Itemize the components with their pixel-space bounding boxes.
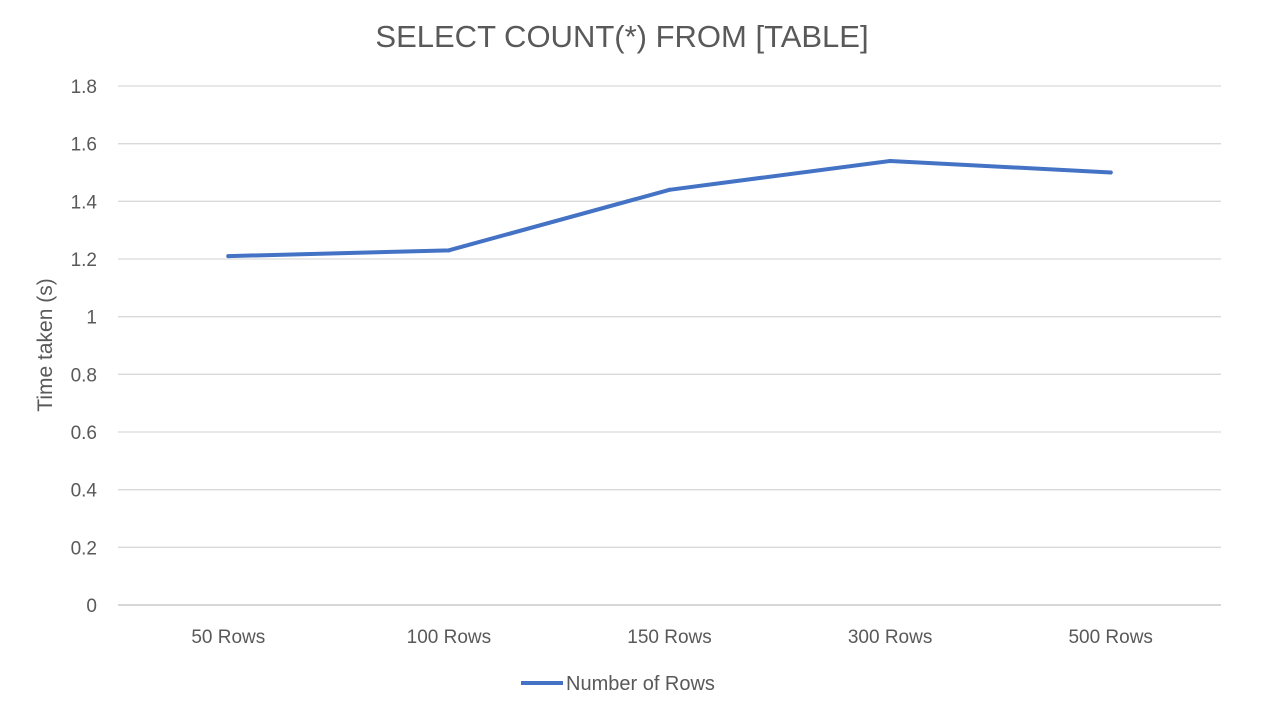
y-tick-label: 1.8 — [71, 77, 97, 98]
y-tick-label: 0.8 — [71, 365, 97, 386]
series-line — [226, 158, 1113, 259]
y-tick-label: 1.4 — [71, 192, 98, 213]
y-tick-label: 1 — [86, 308, 97, 329]
y-tick-label: 0.4 — [71, 481, 98, 502]
data-point — [226, 254, 231, 259]
data-point — [446, 248, 451, 253]
legend-label: Number of Rows — [566, 673, 715, 695]
chart-title: SELECT COUNT(*) FROM [TABLE] — [375, 19, 868, 54]
x-tick-label: 150 Rows — [627, 627, 712, 648]
gridlines — [118, 85, 1221, 606]
x-tick-label: 50 Rows — [191, 627, 265, 648]
y-tick-label: 1.2 — [71, 250, 97, 271]
x-tick-label: 500 Rows — [1068, 627, 1153, 648]
y-tick-label: 0.6 — [71, 423, 97, 444]
y-tick-labels: 0 0.2 0.4 0.6 0.8 1 1.2 1.4 1.6 1.8 — [71, 77, 98, 617]
data-point — [888, 158, 893, 163]
data-point — [1108, 170, 1113, 175]
series-group — [226, 158, 1113, 259]
data-point — [667, 187, 672, 192]
y-tick-label: 0 — [86, 596, 97, 617]
y-tick-label: 1.6 — [71, 135, 97, 156]
y-axis-label: Time taken (s) — [34, 278, 57, 411]
legend: Number of Rows — [521, 673, 715, 695]
x-tick-label: 100 Rows — [407, 627, 492, 648]
x-tick-label: 300 Rows — [848, 627, 933, 648]
y-tick-label: 0.2 — [71, 538, 97, 559]
x-tick-labels: 50 Rows 100 Rows 150 Rows 300 Rows 500 Rows — [191, 627, 1153, 648]
